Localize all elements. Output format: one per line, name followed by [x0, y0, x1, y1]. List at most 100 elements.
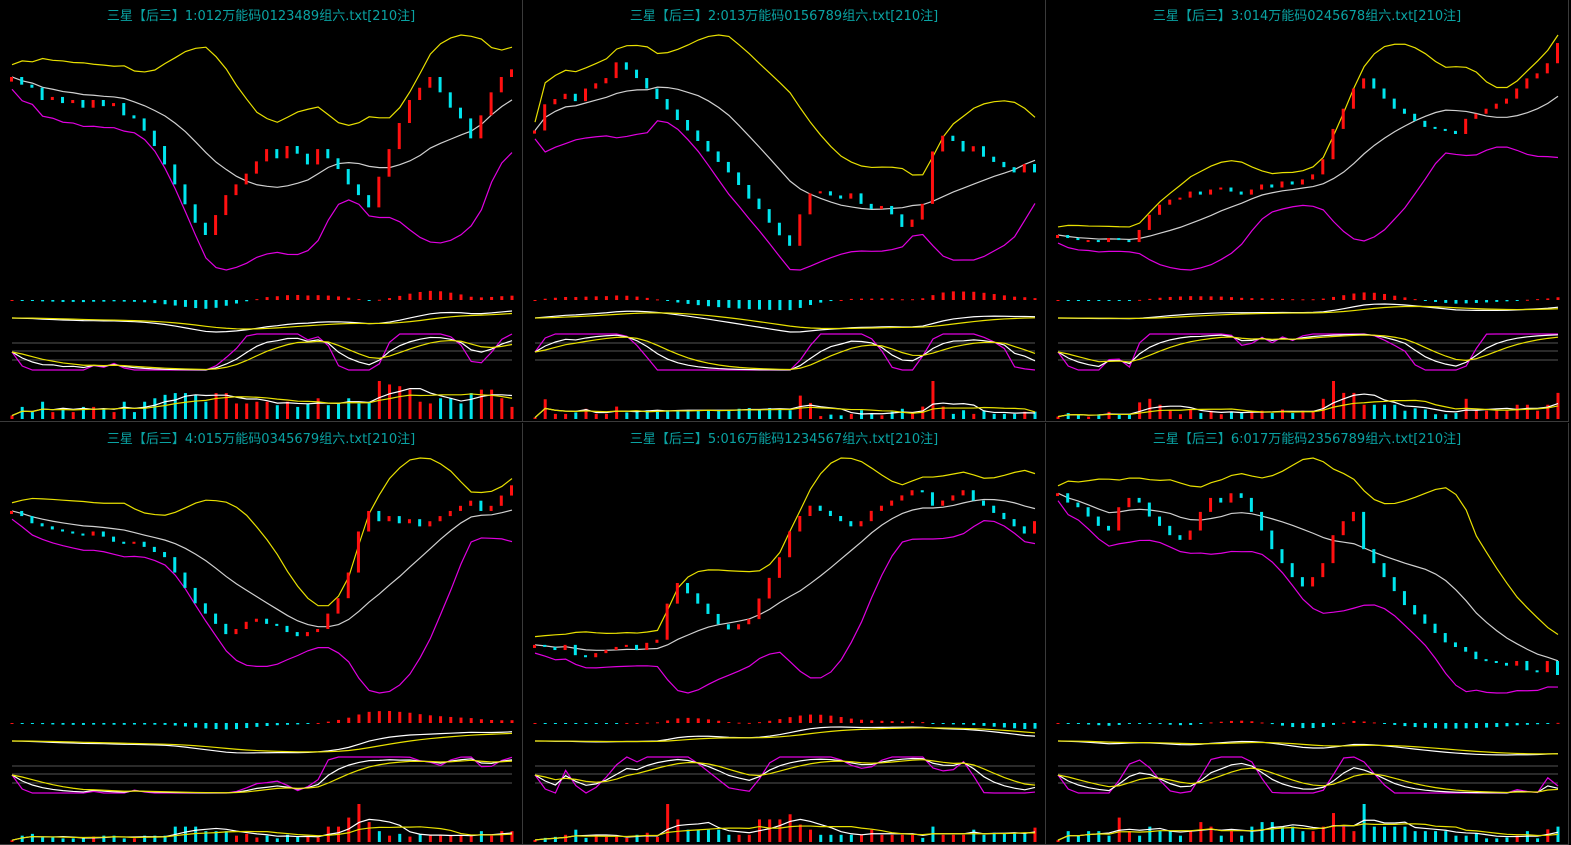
volume-bar [377, 831, 381, 842]
volume-bar [1546, 404, 1550, 419]
candle [265, 618, 269, 624]
macd-bar [41, 723, 45, 725]
volume-bar [768, 819, 772, 842]
candle [489, 505, 493, 511]
volume-bar [459, 835, 463, 842]
candle [1382, 563, 1386, 578]
candle [1022, 526, 1026, 534]
macd-bar [1444, 723, 1448, 729]
volume-bar [1474, 410, 1478, 419]
macd-bar [635, 722, 639, 724]
candle [635, 644, 639, 651]
candle [1086, 240, 1090, 243]
macd-bar [768, 720, 772, 723]
macd-bar [1301, 299, 1305, 301]
candle [747, 184, 751, 199]
candle [1002, 161, 1006, 168]
macd-bar [625, 295, 629, 300]
macd-bar [51, 723, 55, 725]
macd-bar [890, 298, 894, 300]
candle [1076, 502, 1080, 508]
candle [438, 516, 442, 522]
macd-bar [890, 721, 894, 723]
volume-bar [921, 837, 925, 842]
volume-bar [737, 834, 741, 842]
macd-bar [1474, 723, 1478, 729]
macd-bar [1352, 293, 1356, 300]
candle [244, 621, 248, 629]
volume-bar [1393, 404, 1397, 419]
candle [624, 62, 628, 70]
volume-bar [1199, 413, 1203, 419]
macd-bar [367, 711, 371, 723]
macd-bar [747, 722, 751, 724]
chart-panel-6[interactable]: 三星【后三】6:017万能码2356789组六.txt[210注] [1046, 423, 1569, 845]
macd-bar [92, 300, 96, 302]
candle [163, 552, 167, 558]
volume-bar [676, 410, 680, 419]
volume-bar [286, 834, 290, 842]
chart-panel-4[interactable]: 三星【后三】4:015万能码0345679组六.txt[210注] [0, 423, 523, 845]
candle [951, 135, 955, 141]
macd-bar [326, 721, 330, 723]
macd-bar [1515, 300, 1519, 301]
candle [122, 541, 126, 544]
macd-bar [275, 723, 279, 726]
candle [594, 653, 598, 658]
volume-bar [1189, 409, 1193, 419]
candle [142, 118, 146, 131]
candle [788, 531, 792, 558]
macd-bar [911, 299, 915, 301]
macd-bar [1393, 723, 1397, 725]
volume-bar [1270, 822, 1274, 842]
candle [1086, 507, 1090, 517]
candle [655, 639, 659, 643]
chart-svg [1056, 457, 1560, 842]
chart-panel-1[interactable]: 三星【后三】1:012万能码0123489组六.txt[210注] [0, 0, 523, 422]
candle [573, 93, 577, 102]
volume-bar [1301, 410, 1305, 419]
macd-bar [768, 300, 772, 310]
chart-panel-3[interactable]: 三星【后三】3:014万能码0245678组六.txt[210注] [1046, 0, 1569, 422]
volume-bar [388, 835, 392, 842]
macd-bar [428, 715, 432, 723]
kdj-j-line [11, 333, 513, 371]
volume-bar [163, 394, 167, 419]
volume-bar [479, 389, 483, 419]
candle [234, 184, 238, 196]
volume-bar [81, 406, 85, 419]
macd-bar [594, 723, 598, 724]
volume-bar [645, 410, 649, 419]
candle [1012, 519, 1016, 527]
candle [510, 69, 513, 77]
candle [1413, 605, 1417, 615]
macd-bar [880, 298, 884, 300]
candle [859, 521, 863, 527]
candle [563, 93, 567, 100]
kdj-d-line [534, 336, 1036, 371]
volume-bar [41, 837, 45, 842]
volume-bar [788, 814, 792, 842]
macd-bar [204, 300, 208, 309]
kdj-d-line [11, 339, 513, 371]
candle [254, 618, 258, 622]
chart-panel-2[interactable]: 三星【后三】2:013万能码0156789组六.txt[210注] [523, 0, 1046, 422]
macd-bar [533, 300, 537, 301]
chart-panel-5[interactable]: 三星【后三】5:016万能码1234567组六.txt[210注] [523, 423, 1046, 845]
volume-bar [1087, 416, 1091, 419]
macd-dea-line [534, 312, 1036, 330]
candle [1127, 497, 1131, 508]
volume-bar [604, 413, 608, 419]
macd-bar [819, 714, 823, 723]
candle [254, 161, 258, 174]
candle [448, 92, 452, 108]
volume-bar [788, 410, 792, 419]
macd-bar [615, 723, 619, 724]
candle [1249, 189, 1253, 195]
macd-bar [615, 295, 619, 300]
volume-bar [92, 406, 96, 419]
macd-bar [163, 300, 167, 305]
candle [1270, 530, 1274, 550]
macd-bar [1311, 723, 1315, 728]
volume-bar [132, 838, 136, 842]
